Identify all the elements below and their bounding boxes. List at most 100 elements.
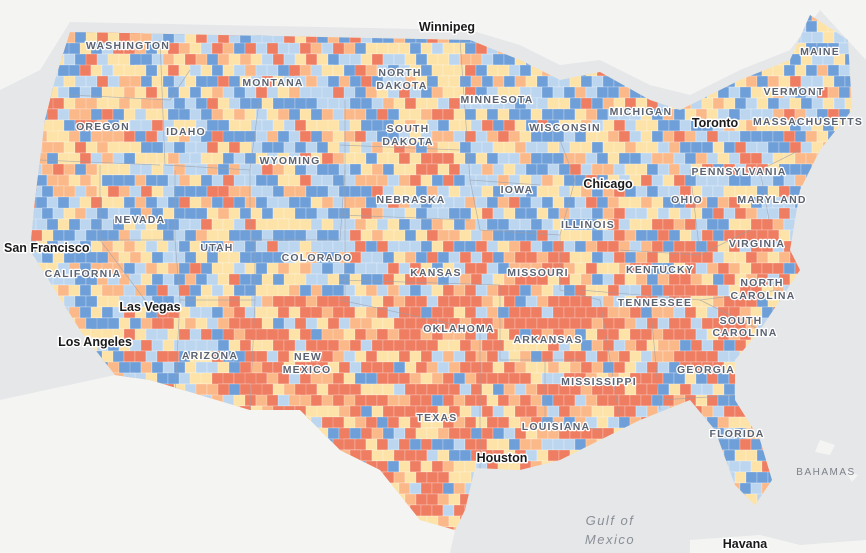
county-cell [503,295,516,308]
county-cell [464,438,477,451]
county-cell [448,471,461,484]
county-cell [404,251,417,264]
county-cell [569,251,582,264]
county-cell [646,251,659,264]
county-cell [486,218,499,231]
county-cell [409,328,422,341]
county-cell [596,416,609,429]
county-cell [453,350,466,363]
county-cell [393,405,406,418]
county-cell [459,383,472,396]
county-cell [602,229,615,242]
county-cell [354,350,367,363]
county-cell [668,119,681,132]
county-cell [717,262,730,275]
county-cell [288,262,301,275]
county-cell [305,339,318,352]
county-cell [646,185,659,198]
county-cell [602,207,615,220]
canada-landmass [0,0,866,95]
county-cell [811,31,824,44]
county-cell [415,383,428,396]
county-cell [536,75,549,88]
county-cell [767,97,780,110]
county-cell [360,427,373,440]
county-cell [618,350,631,363]
county-cell [189,262,202,275]
county-cell [536,405,549,418]
county-cell [453,130,466,143]
county-cell [261,361,274,374]
county-cell [613,141,626,154]
county-cell [123,240,136,253]
county-cell [140,75,153,88]
county-cell [624,405,637,418]
county-cell [541,438,554,451]
county-cell [442,218,455,231]
county-cell [541,306,554,319]
county-cell [640,152,653,165]
county-cell [442,372,455,385]
county-cell [134,262,147,275]
county-cell [415,493,428,506]
county-cell [464,152,477,165]
county-cell [684,284,697,297]
county-cell [140,273,153,286]
county-cell [349,229,362,242]
county-cell [195,273,208,286]
county-cell [635,317,648,330]
county-cell [305,75,318,88]
county-cell [200,372,213,385]
state-label-tennessee: TENNESSEE [618,297,692,309]
county-cell [409,240,422,253]
county-cell [365,438,378,451]
county-cell [530,240,543,253]
county-cell [679,141,692,154]
county-cell [464,42,477,55]
county-cell [151,339,164,352]
county-cell [365,328,378,341]
county-cell [783,64,796,77]
county-cell [778,141,791,154]
county-cell [486,64,499,77]
county-cell [448,361,461,374]
county-cell [382,449,395,462]
state-label-maine: MAINE [800,46,840,58]
county-cell [607,328,620,341]
county-cell [448,75,461,88]
county-cell [508,372,521,385]
county-cell [442,130,455,143]
county-cell [332,174,345,187]
county-cell [255,174,268,187]
county-cell [662,372,675,385]
county-cell [756,471,769,484]
county-cell [805,20,818,33]
county-cell [52,97,65,110]
county-cell [448,163,461,176]
county-cell [266,350,279,363]
county-cell [376,240,389,253]
county-cell [536,229,549,242]
county-cell [547,185,560,198]
county-cell [448,493,461,506]
county-cell [426,53,439,66]
county-cell [492,273,505,286]
city-label-toronto: Toronto [692,116,739,130]
county-cell [569,141,582,154]
county-cell [244,284,257,297]
county-cell [475,108,488,121]
state-label-texas: TEXAS [416,412,457,424]
county-cell [178,196,191,209]
county-cell [552,86,565,99]
county-cell [101,306,114,319]
county-cell [409,284,422,297]
county-cell [464,218,477,231]
county-cell [349,141,362,154]
county-cell [580,251,593,264]
county-cell [849,86,852,99]
county-cell [563,108,576,121]
county-cell [657,229,670,242]
county-cell [459,295,472,308]
county-cell [580,207,593,220]
